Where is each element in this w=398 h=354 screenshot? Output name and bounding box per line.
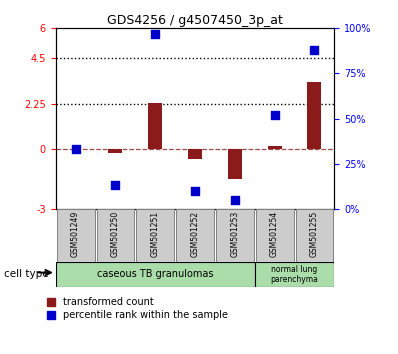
Text: GSM501250: GSM501250 bbox=[111, 210, 120, 257]
Bar bbox=[136, 209, 174, 262]
Point bbox=[152, 31, 158, 36]
Bar bbox=[57, 209, 95, 262]
Point bbox=[192, 188, 198, 194]
Title: GDS4256 / g4507450_3p_at: GDS4256 / g4507450_3p_at bbox=[107, 14, 283, 27]
Point bbox=[232, 197, 238, 202]
Text: GSM501255: GSM501255 bbox=[310, 210, 319, 257]
Bar bbox=[96, 209, 134, 262]
Text: caseous TB granulomas: caseous TB granulomas bbox=[97, 269, 213, 279]
Point bbox=[311, 47, 318, 53]
Bar bbox=[148, 103, 162, 149]
Text: GSM501249: GSM501249 bbox=[71, 210, 80, 257]
Bar bbox=[216, 209, 254, 262]
Point bbox=[271, 112, 278, 118]
Text: GSM501251: GSM501251 bbox=[151, 210, 160, 257]
Bar bbox=[176, 209, 214, 262]
Bar bbox=[108, 149, 123, 153]
Text: GSM501254: GSM501254 bbox=[270, 210, 279, 257]
Legend: transformed count, percentile rank within the sample: transformed count, percentile rank withi… bbox=[45, 295, 230, 322]
Bar bbox=[295, 209, 334, 262]
Bar bbox=[256, 209, 293, 262]
Text: cell type: cell type bbox=[4, 269, 49, 279]
Text: GSM501252: GSM501252 bbox=[191, 210, 199, 257]
Point bbox=[112, 183, 119, 188]
Bar bbox=[56, 262, 255, 287]
Bar bbox=[307, 82, 321, 149]
Text: normal lung
parenchyma: normal lung parenchyma bbox=[271, 265, 318, 284]
Text: GSM501253: GSM501253 bbox=[230, 210, 239, 257]
Bar bbox=[188, 149, 202, 159]
Bar bbox=[267, 146, 281, 149]
Point bbox=[72, 147, 79, 152]
Bar bbox=[228, 149, 242, 179]
Bar bbox=[255, 262, 334, 287]
